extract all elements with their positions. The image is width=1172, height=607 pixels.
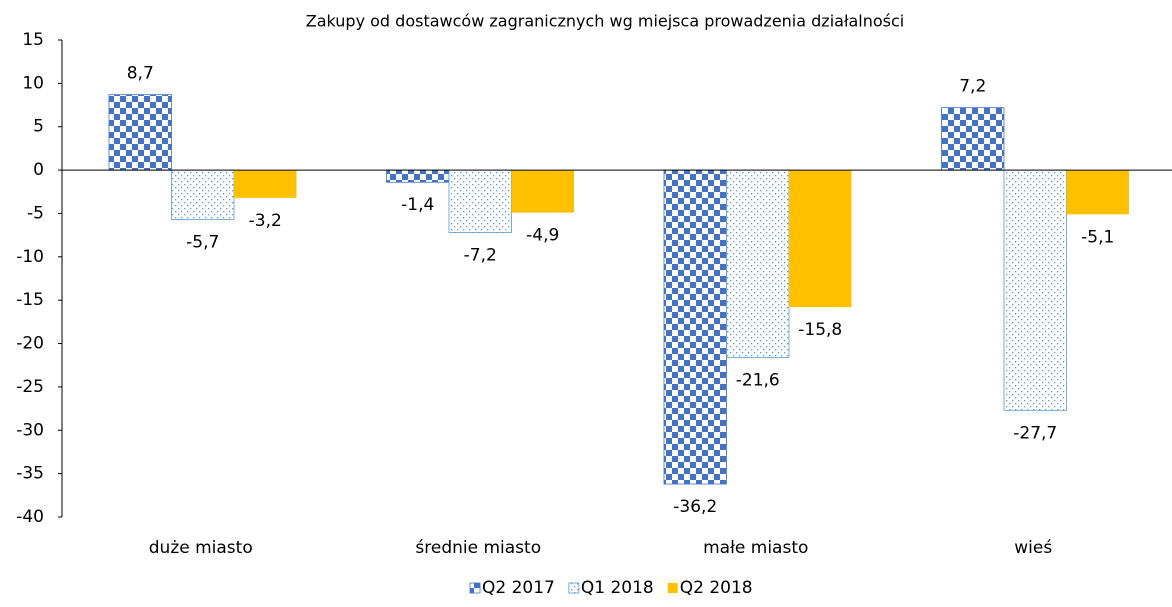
y-tick-label: -10: [16, 247, 44, 267]
data-label: -4,9: [526, 226, 559, 246]
data-label: 8,7: [127, 64, 154, 84]
y-tick-label: -20: [16, 334, 44, 354]
y-tick-label: 10: [22, 73, 44, 93]
bar: [171, 169, 235, 220]
y-tick-label: -5: [27, 203, 44, 223]
bar: [448, 169, 512, 233]
y-tick-label: -35: [16, 464, 44, 484]
legend-swatch: [667, 583, 678, 593]
y-tick-label: 0: [33, 160, 44, 180]
x-tick-label: wieś: [1014, 538, 1052, 558]
x-tick-label: małe miasto: [703, 538, 808, 558]
bar: [1003, 169, 1067, 411]
bar: [663, 169, 727, 485]
data-label: 7,2: [959, 77, 986, 97]
y-tick-label: -15: [16, 290, 44, 310]
bar: [726, 169, 790, 358]
bar: [234, 170, 297, 198]
data-label: -3,2: [249, 211, 282, 231]
bar: [1066, 170, 1129, 215]
legend-swatch: [469, 582, 481, 594]
data-label: -36,2: [673, 497, 717, 517]
bar: [511, 170, 574, 213]
y-tick-label: 5: [33, 117, 44, 137]
x-tick-label: duże miasto: [149, 538, 253, 558]
data-label: -27,7: [1013, 423, 1057, 443]
y-tick-label: -40: [16, 507, 44, 527]
y-tick-label: -25: [16, 377, 44, 397]
data-label: -5,1: [1081, 227, 1114, 247]
data-label: -7,2: [464, 246, 497, 266]
legend-swatch: [568, 582, 580, 594]
legend-label: Q2 2018: [680, 578, 753, 598]
bar: [789, 170, 852, 308]
legend-label: Q2 2017: [482, 578, 555, 598]
data-label: -1,4: [401, 195, 434, 215]
bar: [108, 94, 172, 171]
data-label: -15,8: [798, 320, 842, 340]
data-label: -21,6: [736, 370, 780, 390]
y-tick-label: -30: [16, 420, 44, 440]
x-tick-label: średnie miasto: [415, 538, 541, 558]
bar: [386, 169, 450, 183]
data-label: -5,7: [186, 233, 219, 253]
bar: [941, 107, 1005, 171]
legend-label: Q1 2018: [581, 578, 654, 598]
chart-title: Zakupy od dostawców zagranicznych wg mie…: [306, 12, 905, 31]
y-tick-label: 15: [22, 30, 44, 50]
